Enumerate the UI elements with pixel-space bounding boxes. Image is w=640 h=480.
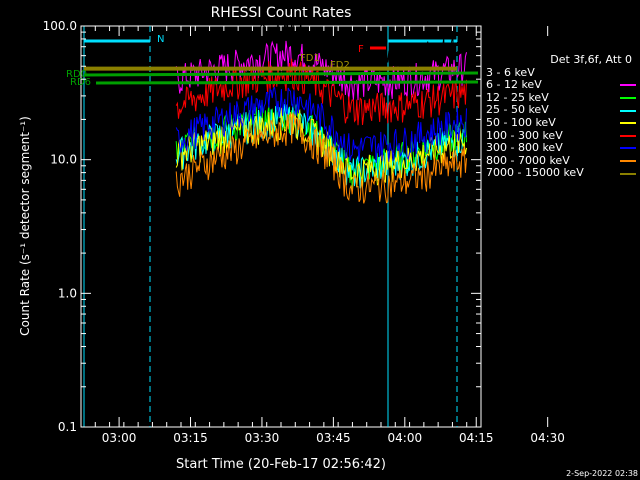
series-5-line [175, 58, 467, 126]
legend-swatch [620, 172, 636, 175]
x-tick-label: 03:45 [316, 431, 351, 445]
annotation-fd1: FD1 [300, 53, 320, 64]
legend: Det 3f,6f, Att 0 3 - 6 keV 6 - 12 keV 12 -… [486, 53, 636, 180]
legend-item: 6 - 12 keV [486, 79, 636, 92]
x-tick-label: 04:00 [388, 431, 423, 445]
y-tick-label: 100.0 [43, 19, 77, 33]
series-7-line [175, 112, 467, 204]
legend-label: 12 - 25 keV [486, 90, 549, 104]
legend-item: 800 - 7000 keV [486, 153, 636, 168]
rd6-line [95, 80, 479, 85]
x-tick-label: 03:30 [245, 431, 280, 445]
legend-item: 12 - 25 keV [486, 90, 636, 105]
legend-item: 3 - 6 keV [486, 65, 636, 80]
legend-label: 100 - 300 keV [486, 128, 563, 142]
legend-label: 7000 - 15000 keV [486, 166, 584, 180]
x-tick-label: 04:30 [530, 431, 565, 445]
annotation-rd6: RD6 [70, 77, 91, 88]
annotation-rd0: RD0 [66, 69, 87, 80]
legend-swatch [620, 84, 636, 87]
annotation-n: N [157, 34, 164, 45]
series-6-line [175, 86, 467, 163]
legend-swatch [620, 160, 636, 163]
x-tick-label: 03:15 [173, 431, 208, 445]
x-tick-label: 04:15 [459, 431, 494, 445]
x-tick-label: 03:00 [102, 431, 137, 445]
legend-label: 300 - 800 keV [486, 141, 563, 155]
legend-label: 50 - 100 keV [486, 115, 556, 129]
y-axis-label: Count Rate (s⁻¹ detector segment⁻¹) [18, 116, 32, 336]
legend-label: 6 - 12 keV [486, 78, 542, 92]
y-tick-label: 1.0 [58, 286, 77, 300]
legend-swatch [620, 71, 636, 74]
legend-label: 800 - 7000 keV [486, 153, 570, 167]
legend-item: 7000 - 15000 keV [486, 167, 636, 180]
y-tick-label: 10.0 [50, 153, 77, 167]
legend-title: Det 3f,6f, Att 0 [550, 53, 632, 66]
legend-item: 25 - 50 keV [486, 104, 636, 117]
legend-item: 300 - 800 keV [486, 142, 636, 155]
rd0-line [83, 71, 479, 77]
legend-swatch [620, 97, 636, 100]
chart-title: RHESSI Count Rates [211, 5, 352, 21]
x-axis-label: Start Time (20-Feb-17 02:56:42) [176, 457, 386, 472]
series-0-line [175, 19, 467, 79]
legend-swatch [620, 122, 636, 125]
annotation-fd2: FD2 [330, 60, 350, 71]
legend-item: 100 - 300 keV [486, 128, 636, 143]
plot-area [80, 25, 482, 428]
legend-label: 3 - 6 keV [486, 65, 535, 79]
y-tick-label: 0.1 [58, 420, 77, 434]
legend-item: 50 - 100 keV [486, 115, 636, 130]
legend-label: 25 - 50 keV [486, 103, 549, 117]
annotation-f: F [358, 44, 364, 55]
legend-swatch [620, 134, 636, 137]
timestamp-footer: 2-Sep-2022 02:38 [566, 469, 638, 478]
legend-swatch [620, 109, 636, 112]
legend-swatch [620, 147, 636, 150]
